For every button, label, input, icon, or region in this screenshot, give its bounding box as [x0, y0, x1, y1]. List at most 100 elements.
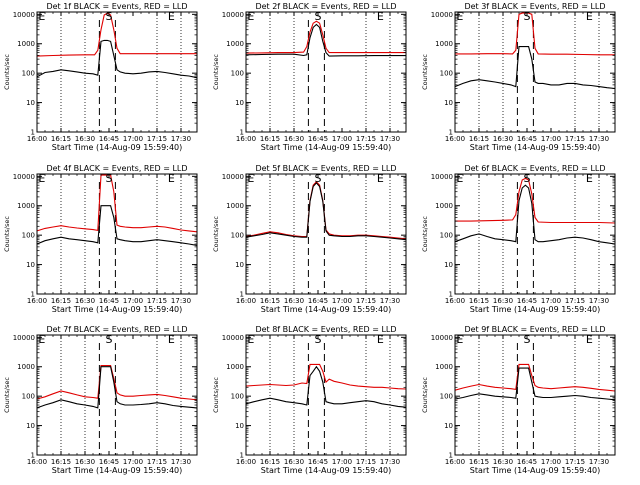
x-tick-label: 17:15: [147, 297, 167, 305]
x-tick-label: 16:30: [493, 297, 513, 305]
x-tick-label: 17:15: [147, 135, 167, 143]
y-tick-label: 1000: [226, 40, 244, 48]
y-tick-label: 1000: [17, 202, 35, 210]
panel-title: Det 9f BLACK = Events, RED = LLD: [464, 325, 605, 334]
x-tick-label: 17:30: [171, 135, 191, 143]
panel-title: Det 4f BLACK = Events, RED = LLD: [46, 164, 187, 173]
x-tick-label: 16:45: [308, 458, 328, 466]
y-tick-label: 1: [449, 291, 453, 299]
y-tick-label: 10000: [431, 173, 453, 181]
marker-s: S: [315, 10, 322, 23]
x-tick-label: 17:00: [332, 135, 352, 143]
x-axis-label: Start Time (14-Aug-09 15:59:40): [470, 305, 601, 314]
marker-s: S: [315, 172, 322, 185]
y-tick-label: 10: [26, 261, 35, 269]
x-tick-label: 16:45: [308, 135, 328, 143]
marker-e: E: [247, 172, 254, 185]
panel-title: Det 3f BLACK = Events, RED = LLD: [464, 2, 605, 11]
x-tick-label: 17:30: [589, 135, 609, 143]
marker-e: E: [38, 10, 45, 23]
y-tick-label: 1: [240, 452, 244, 460]
series-events: [454, 46, 616, 90]
marker-e: E: [456, 10, 463, 23]
marker-e: E: [377, 333, 384, 346]
x-tick-label: 17:30: [380, 458, 400, 466]
panel-title: Det 8f BLACK = Events, RED = LLD: [255, 325, 396, 334]
x-tick-label: 16:30: [75, 297, 95, 305]
x-tick-label: 17:30: [171, 458, 191, 466]
y-tick-label: 1000: [226, 202, 244, 210]
x-tick-label: 17:30: [589, 458, 609, 466]
x-tick-label: 16:15: [260, 135, 280, 143]
y-axis-label: Counts/sec: [212, 216, 220, 252]
x-tick-label: 16:15: [260, 458, 280, 466]
x-tick-label: 16:15: [469, 458, 489, 466]
y-tick-label: 10000: [431, 11, 453, 19]
x-tick-label: 16:30: [75, 458, 95, 466]
x-tick-label: 16:15: [51, 297, 71, 305]
y-tick-label: 1: [31, 291, 35, 299]
x-tick-label: 16:00: [27, 135, 47, 143]
y-tick-label: 1000: [17, 40, 35, 48]
y-tick-label: 10000: [13, 334, 35, 342]
x-tick-label: 17:15: [565, 135, 585, 143]
x-tick-label: 17:30: [380, 297, 400, 305]
y-tick-label: 10: [26, 422, 35, 430]
y-tick-label: 100: [22, 393, 35, 401]
x-tick-label: 17:15: [565, 458, 585, 466]
x-tick-label: 16:30: [493, 135, 513, 143]
x-tick-label: 17:15: [356, 135, 376, 143]
x-axis-label: Start Time (14-Aug-09 15:59:40): [470, 466, 601, 475]
series-lld: [36, 364, 198, 401]
x-tick-label: 17:00: [123, 297, 143, 305]
x-tick-label: 16:45: [99, 135, 119, 143]
x-tick-label: 16:30: [284, 297, 304, 305]
marker-s: S: [106, 172, 113, 185]
y-axis-label: Counts/sec: [212, 377, 220, 413]
x-tick-label: 17:15: [565, 297, 585, 305]
x-tick-label: 17:30: [589, 297, 609, 305]
x-axis-label: Start Time (14-Aug-09 15:59:40): [52, 466, 183, 475]
y-tick-label: 100: [231, 70, 244, 78]
marker-e: E: [247, 333, 254, 346]
y-tick-label: 100: [231, 232, 244, 240]
y-tick-label: 10: [235, 99, 244, 107]
panel-title: Det 1f BLACK = Events, RED = LLD: [46, 2, 187, 11]
y-axis-label: Counts/sec: [3, 216, 11, 252]
x-tick-label: 16:00: [236, 297, 256, 305]
y-tick-label: 100: [22, 232, 35, 240]
y-tick-label: 100: [22, 70, 35, 78]
y-tick-label: 100: [231, 393, 244, 401]
marker-e: E: [586, 333, 593, 346]
marker-e: E: [168, 172, 175, 185]
series-events: [245, 182, 407, 241]
marker-e: E: [456, 172, 463, 185]
marker-e: E: [168, 333, 175, 346]
y-tick-label: 1000: [17, 363, 35, 371]
marker-s: S: [524, 10, 531, 23]
y-tick-label: 10000: [431, 334, 453, 342]
x-tick-label: 16:45: [517, 458, 537, 466]
marker-e: E: [377, 172, 384, 185]
series-events: [245, 23, 406, 57]
x-tick-label: 16:00: [27, 297, 47, 305]
x-tick-label: 16:00: [236, 458, 256, 466]
x-tick-label: 16:15: [469, 135, 489, 143]
x-tick-label: 16:00: [27, 458, 47, 466]
y-tick-label: 10000: [13, 173, 35, 181]
x-axis-label: Start Time (14-Aug-09 15:59:40): [261, 305, 392, 314]
y-tick-label: 100: [440, 393, 453, 401]
x-tick-label: 16:15: [51, 458, 71, 466]
y-tick-label: 1: [240, 291, 244, 299]
y-axis-label: Counts/sec: [421, 377, 429, 413]
x-tick-label: 17:00: [123, 458, 143, 466]
